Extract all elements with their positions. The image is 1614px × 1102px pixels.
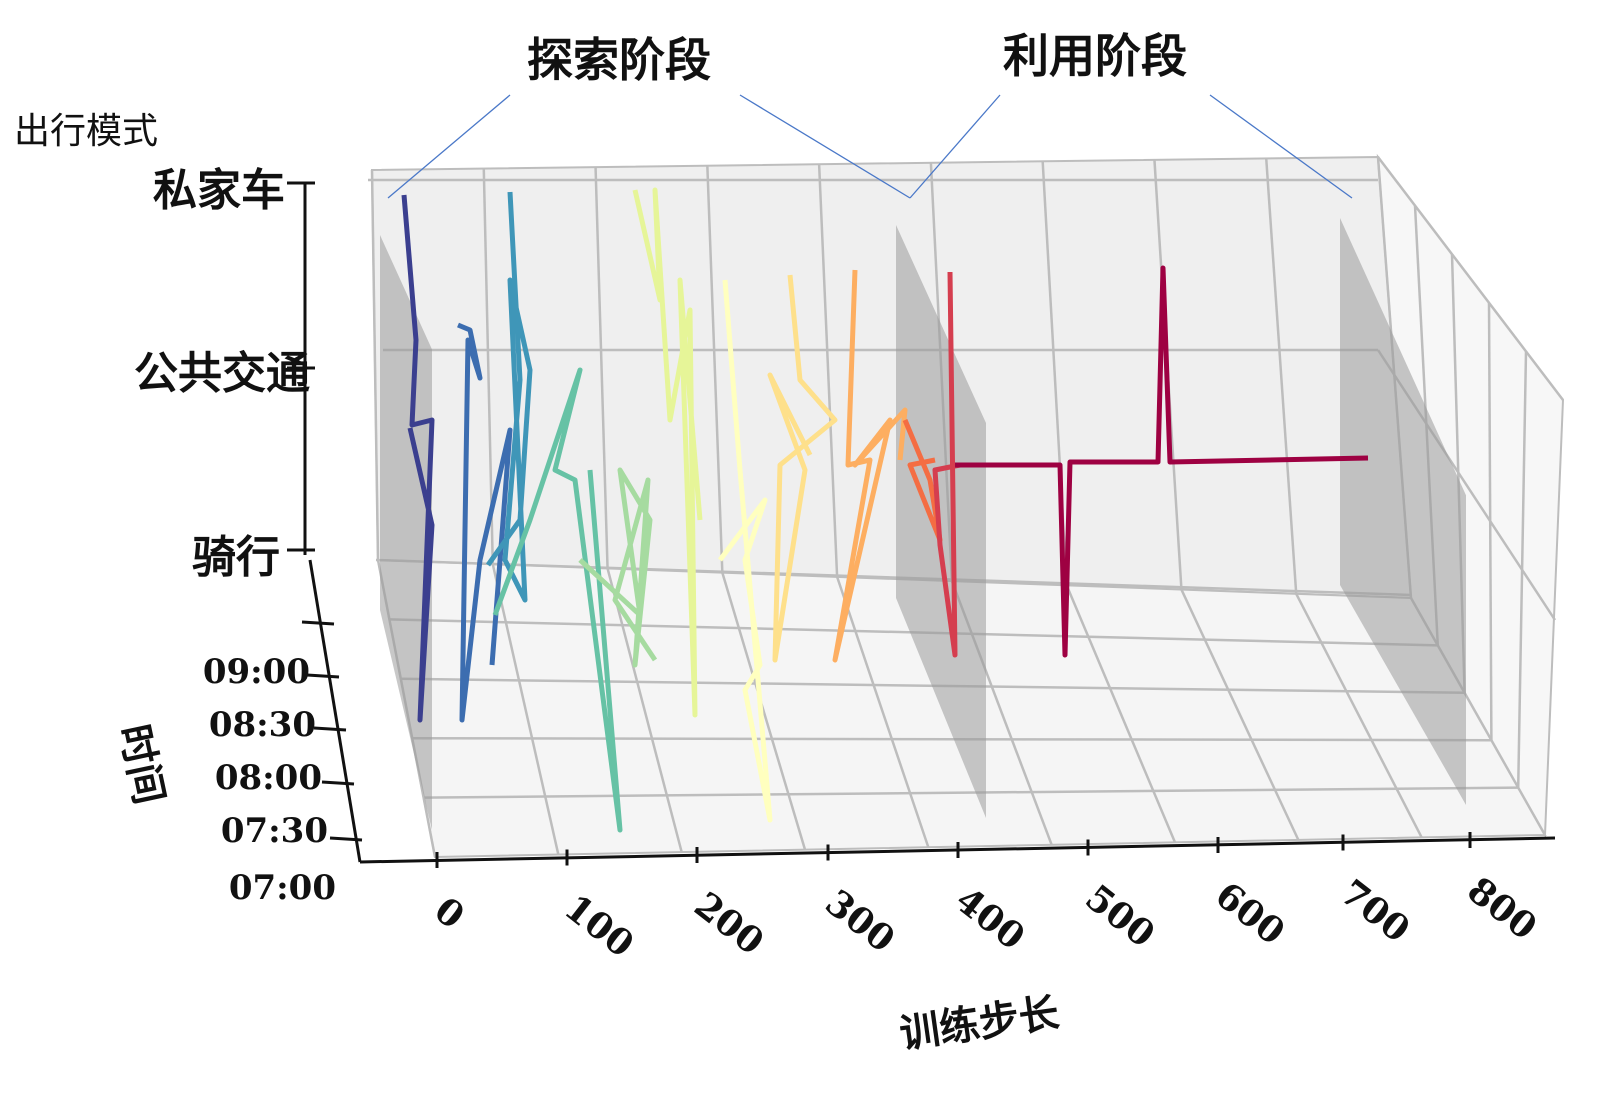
grid-line (721, 572, 807, 851)
grid-line (835, 576, 930, 848)
grid-line (482, 168, 495, 565)
time-tick-0730: 07:30 (221, 811, 328, 851)
grid-lines (368, 156, 1564, 858)
grid-line (375, 558, 1412, 597)
highlight-planes (380, 218, 1466, 830)
grid-line (594, 167, 609, 569)
grid-line (1180, 589, 1300, 841)
highlight-plane (896, 225, 986, 818)
grid-line (491, 563, 560, 855)
grid-line (1264, 158, 1298, 594)
time-axis-tick (329, 836, 363, 842)
step-tick-label: 400 (947, 879, 1032, 958)
step-tick-label: 800 (1459, 869, 1544, 948)
series-line-0 (401, 194, 435, 723)
series-line-4 (578, 467, 658, 668)
time-tick-0900: 09:00 (203, 652, 310, 692)
mode-tick-car: 私家车 (153, 165, 285, 216)
grid-line (817, 164, 839, 577)
time-axis-tick (313, 726, 347, 732)
grid-line (423, 786, 1519, 799)
step-tick-label: 200 (686, 884, 771, 963)
grid-line (706, 165, 724, 573)
annotation-exploration: 探索阶段 (527, 33, 711, 87)
series-line-11 (955, 265, 1369, 658)
series-line-10 (932, 271, 961, 658)
series-line-7 (767, 274, 838, 663)
step-tick-label: 500 (1077, 876, 1162, 955)
step-tick-label: 100 (556, 886, 641, 965)
step-axis-title: 训练步长 (897, 989, 1062, 1058)
mode-axis-title: 出行模式 (14, 111, 158, 152)
grid-line (1295, 593, 1423, 839)
highlight-plane (380, 235, 432, 830)
grid-line (412, 736, 1492, 742)
grid-line (370, 169, 380, 561)
time-tick-0700: 07:00 (229, 868, 336, 908)
time-tick-0800: 08:00 (215, 758, 322, 798)
time-axis-line (308, 559, 362, 863)
grid-line (1377, 156, 1564, 401)
time-axis-title: 时间 (110, 720, 173, 808)
time-axis-tick (306, 673, 340, 679)
time-axis-tick (321, 780, 355, 786)
highlight-plane (1340, 218, 1466, 805)
annotation-exploitation: 利用阶段 (1003, 29, 1187, 83)
step-tick-label: 0 (426, 889, 472, 938)
step-tick-label: 700 (1332, 871, 1417, 950)
series-line-8 (832, 269, 908, 663)
step-tick-labels: 0 100 200 300 400 500 600 700 800 (426, 869, 1544, 966)
grid-line (1065, 584, 1177, 843)
series-line-1 (457, 322, 513, 723)
series-lines (401, 187, 1369, 833)
axes (287, 181, 1556, 868)
series-line-6 (718, 279, 773, 823)
mode-tick-transit: 公共交通 (134, 348, 310, 399)
series-line-5 (632, 187, 703, 718)
time-tick-0830: 08:30 (209, 705, 316, 745)
annotation-pointers (387, 94, 1353, 199)
step-tick-label: 600 (1207, 874, 1292, 953)
time-axis-tick (301, 620, 335, 626)
series-line-3 (492, 367, 623, 833)
series-line-2 (485, 191, 533, 603)
mode-tick-bike: 骑行 (192, 532, 280, 583)
step-tick-label: 300 (817, 881, 902, 960)
grid-line (606, 568, 683, 853)
